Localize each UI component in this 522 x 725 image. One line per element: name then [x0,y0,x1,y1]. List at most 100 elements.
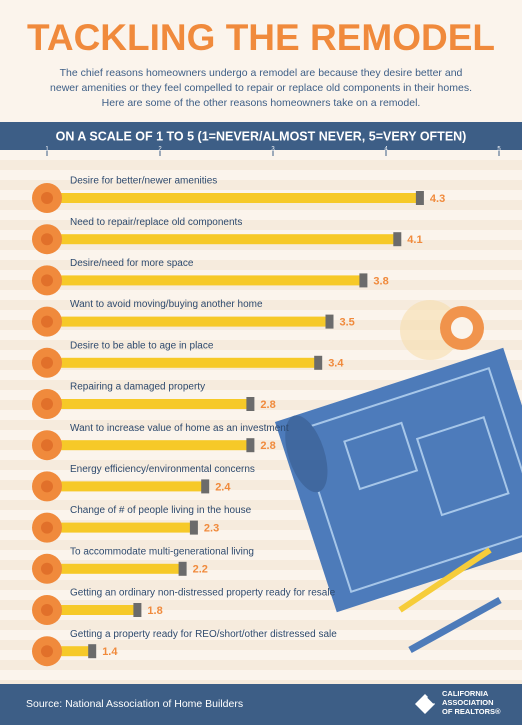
source: Source: National Association of Home Bui… [26,698,243,710]
bar [47,522,194,533]
tape-hub [41,233,53,246]
plot: 1 2 3 4 5 Desire for better/newer amenities 4.… [32,147,501,667]
axis-title: ON A SCALE OF 1 TO 5 (1=NEVER/ALMOST NEV… [56,129,467,143]
stripe [0,340,522,350]
tape-hub [41,192,53,204]
value-label: 4.1 [407,234,422,246]
stripe [0,300,522,310]
stripe [0,620,522,630]
stripe [0,580,522,590]
subtitle-line: The chief reasons homeowners undergo a r… [60,67,463,79]
stripe [0,440,522,450]
tape-hub [41,645,53,658]
subtitle-line: Here are some of the other reasons homeo… [102,97,421,109]
subtitle-line: newer amenities or they feel compelled t… [50,82,472,94]
tape-hub [41,315,53,328]
value-label: 2.4 [215,481,231,493]
value-label: 3.4 [328,358,344,370]
blueprint-decoration [274,300,522,654]
value-label: 2.2 [193,564,208,576]
tape-hub [41,480,53,493]
category-label: Getting a property ready for REO/short/o… [70,629,337,640]
tape-hub [41,604,53,616]
subtitle: The chief reasons homeowners undergo a r… [50,67,472,109]
category-label: Want to avoid moving/buying another home [70,299,263,310]
category-label: To accommodate multi-generational living [70,546,254,557]
category-label: Repairing a damaged property [70,382,205,393]
stripe [0,400,522,410]
footer [0,684,522,725]
tape-end [246,397,255,411]
stripe [0,480,522,490]
logo-mark [415,694,435,714]
tape-hub [41,356,53,369]
bar [47,234,398,245]
tape-end [246,438,255,453]
stripe [0,660,522,670]
stripe [0,260,522,270]
stripe [0,540,522,550]
bar [47,481,206,492]
bar [47,316,330,327]
stripe [0,460,522,470]
x-tick-label: 1 [45,147,49,153]
stripe [0,220,522,230]
stripe [0,160,522,170]
value-label: 3.5 [340,317,355,329]
category-label: Change of # of people living in the hous… [70,505,252,516]
value-label: 4.3 [430,193,445,205]
x-tick-label: 3 [271,147,275,153]
category-label: Desire to be able to age in place [70,340,214,351]
value-label: 2.8 [260,399,275,411]
bar [47,275,364,286]
logo-line: OF REALTORS® [442,707,501,716]
stripe [0,240,522,250]
tape-end [189,520,198,535]
stripe [0,180,522,190]
tape-end [393,232,402,247]
category-label: Desire/need for more space [70,258,194,269]
tape-end [88,644,97,659]
stripe [0,380,522,390]
stripe [0,600,522,610]
x-tick-label: 4 [384,147,388,153]
tape-hub [41,274,53,287]
tape-hub [41,398,53,410]
stripe [0,560,522,570]
category-label: Getting an ordinary non-distressed prope… [70,588,336,599]
category-label: Need to repair/replace old components [70,217,242,228]
x-tick-label: 5 [497,147,501,153]
tape-end [314,355,323,370]
bar [47,646,93,657]
tape-end [178,561,187,576]
category-label: Desire for better/newer amenities [70,176,217,187]
axis-band [0,122,522,150]
tape-end [325,314,334,329]
value-label: 1.8 [147,605,162,617]
bar [47,440,251,451]
tape-hub [41,562,53,575]
tape-hub [41,439,53,452]
value-label: 2.3 [204,523,219,535]
stripe [0,200,522,210]
tape-end [359,273,368,288]
stripe [0,640,522,650]
tape-end [201,479,210,494]
value-label: 3.8 [373,275,388,287]
stripe [0,520,522,530]
logo-line: ASSOCIATION [442,698,494,707]
bar [47,193,420,203]
stripe [0,500,522,510]
tape-end [133,603,142,617]
category-label: Want to increase value of home as an inv… [70,423,289,434]
bar [47,563,183,574]
stripe [0,420,522,430]
logo-line: CALIFORNIA [442,689,489,698]
value-label: 2.8 [260,440,275,452]
x-tick-label: 2 [158,147,162,153]
category-label: Energy efficiency/environmental concerns [70,464,255,475]
bar [47,605,138,615]
bar [47,399,251,409]
